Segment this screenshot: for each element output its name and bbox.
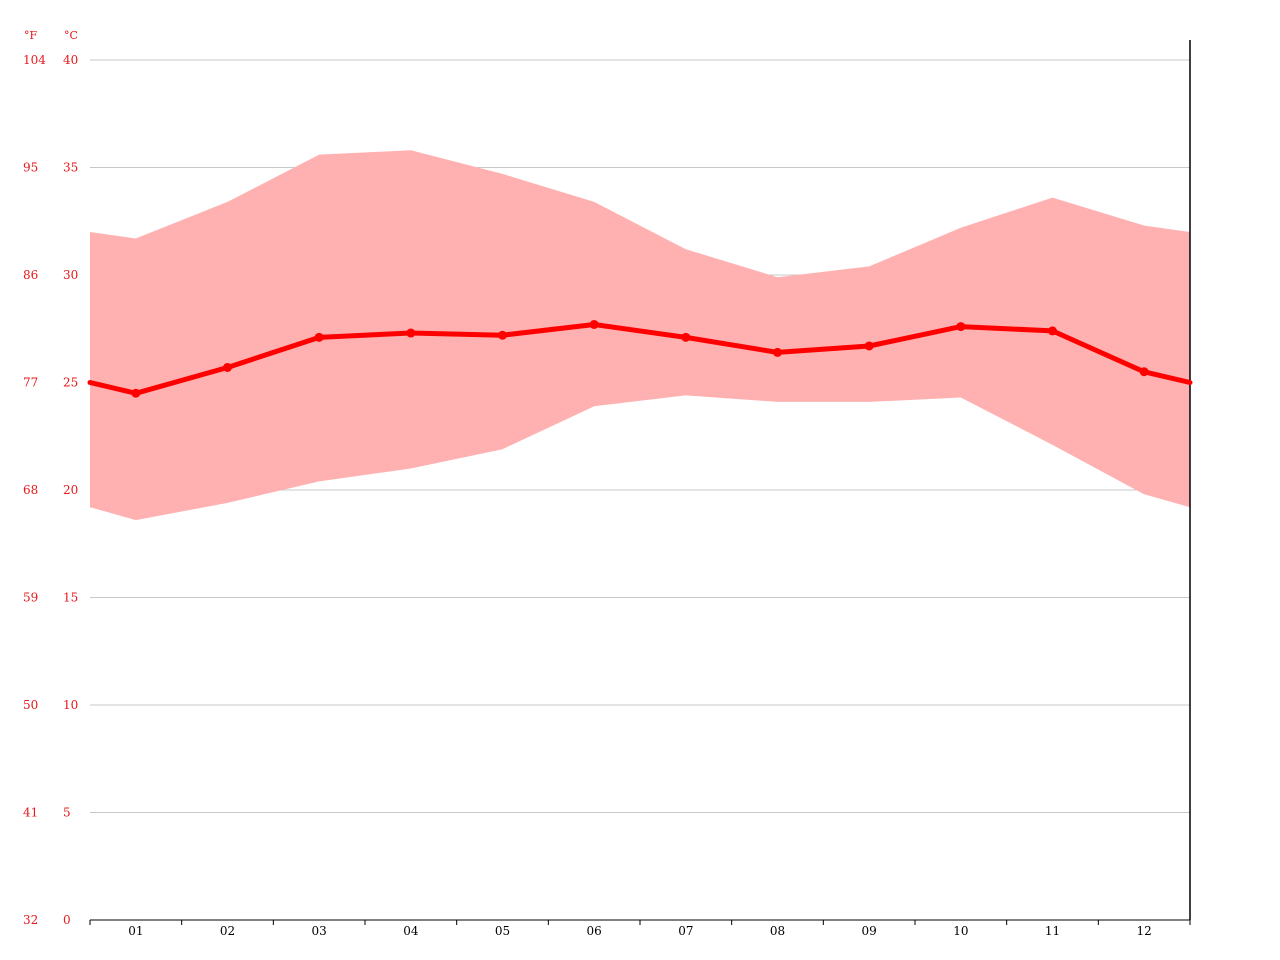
mean-temperature-point <box>498 330 507 340</box>
temperature-range <box>90 150 1190 521</box>
x-tick-label: 03 <box>312 924 327 938</box>
mean-temperature-polyline <box>87 322 1193 396</box>
y-tick-label-celsius: 20 <box>63 483 78 497</box>
mean-temperature-point <box>956 322 966 332</box>
mean-temperature-point <box>1139 367 1149 377</box>
temperature-range-band <box>90 150 1190 521</box>
y-tick-label-celsius: 30 <box>63 268 78 282</box>
y-tick-label-celsius: 40 <box>63 53 78 67</box>
y-tick-label-celsius: 5 <box>63 806 71 820</box>
x-tick-label: 06 <box>587 924 602 938</box>
y-tick-label-fahrenheit: 95 <box>23 161 38 175</box>
y-tick-label-fahrenheit: 41 <box>23 806 38 820</box>
mean-temperature-point <box>864 341 874 351</box>
x-tick-label: 09 <box>862 924 877 938</box>
axes <box>89 40 1191 925</box>
mean-temperature-line <box>87 319 1193 398</box>
x-tick-label: 05 <box>495 924 510 938</box>
y-tick-label-fahrenheit: 77 <box>23 376 38 390</box>
x-tick-label: 10 <box>953 924 968 938</box>
unit-label-celsius: °C <box>64 29 78 42</box>
y-tick-label-celsius: 15 <box>63 591 78 605</box>
mean-temperature-point <box>773 347 782 357</box>
x-tick-label: 02 <box>220 924 235 938</box>
x-tick-label: 12 <box>1137 924 1152 938</box>
mean-temperature-point <box>589 319 599 329</box>
mean-temperature-point <box>681 332 691 342</box>
y-tick-label-celsius: 25 <box>63 376 78 390</box>
mean-temperature-point <box>1048 326 1057 336</box>
y-tick-label-fahrenheit: 50 <box>23 698 38 712</box>
axis-labels: 32 0 41 5 50 10 59 15 68 20 77 25 86 30 95 35 104 40 °F °C 0… <box>23 29 1152 938</box>
mean-temperature-point <box>131 388 141 398</box>
mean-temperature-point <box>223 362 232 372</box>
x-tick-label: 08 <box>770 924 785 938</box>
y-tick-label-celsius: 0 <box>63 913 71 927</box>
mean-temperature-point <box>314 332 324 342</box>
y-tick-label-fahrenheit: 86 <box>23 268 38 282</box>
x-tick-label: 07 <box>678 924 693 938</box>
y-tick-label-celsius: 10 <box>63 698 78 712</box>
mean-temperature-point <box>406 328 416 338</box>
y-tick-label-fahrenheit: 104 <box>23 53 46 67</box>
y-tick-label-celsius: 35 <box>63 161 78 175</box>
y-tick-label-fahrenheit: 59 <box>23 591 38 605</box>
y-tick-label-fahrenheit: 68 <box>23 483 38 497</box>
unit-label-fahrenheit: °F <box>24 29 38 42</box>
x-tick-label: 11 <box>1045 924 1060 938</box>
x-tick-label: 04 <box>403 924 419 938</box>
y-tick-label-fahrenheit: 32 <box>23 913 38 927</box>
x-tick-label: 01 <box>128 924 143 938</box>
